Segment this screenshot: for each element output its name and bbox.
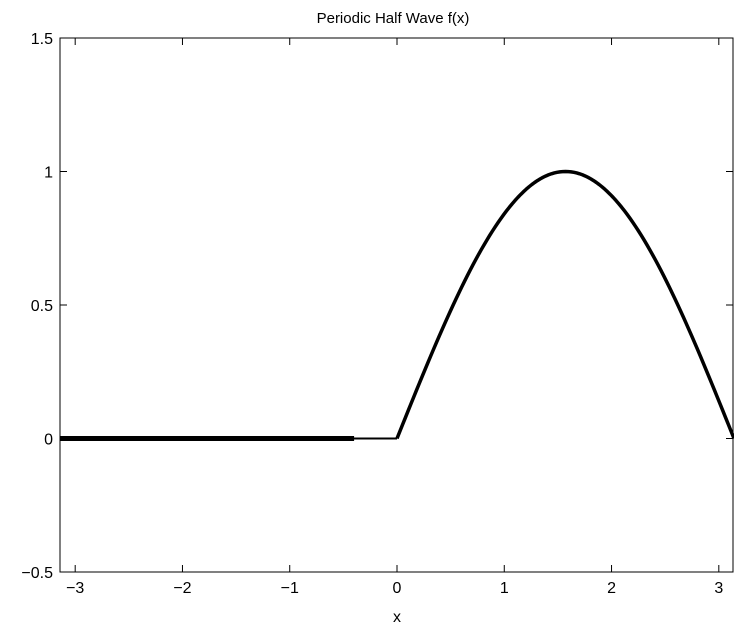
axis-ticks: −3 −2 −1 0 1 2 3 −0.5 0 0.5 1 1.5 bbox=[21, 31, 733, 597]
x-tick-label: 1 bbox=[500, 580, 509, 597]
y-tick-label: 0 bbox=[44, 432, 53, 449]
y-tick-label: −0.5 bbox=[21, 565, 53, 582]
sine-arch-line bbox=[395, 169, 734, 440]
x-tick-label: −2 bbox=[173, 580, 191, 597]
x-tick-label: 2 bbox=[607, 580, 616, 597]
series-layer bbox=[60, 169, 734, 441]
y-tick-label: 0.5 bbox=[31, 298, 53, 315]
x-tick-label: −1 bbox=[281, 580, 299, 597]
axes-frame bbox=[59, 37, 734, 573]
chart-title: Periodic Half Wave f(x) bbox=[317, 10, 470, 27]
x-tick-label: 3 bbox=[714, 580, 723, 597]
plot-box bbox=[59, 37, 734, 573]
x-tick-label: −3 bbox=[66, 580, 84, 597]
y-tick-label: 1.5 bbox=[31, 31, 53, 48]
x-tick-label: 0 bbox=[393, 580, 402, 597]
y-tick-label: 1 bbox=[44, 165, 53, 182]
x-axis-label: x bbox=[393, 609, 401, 626]
